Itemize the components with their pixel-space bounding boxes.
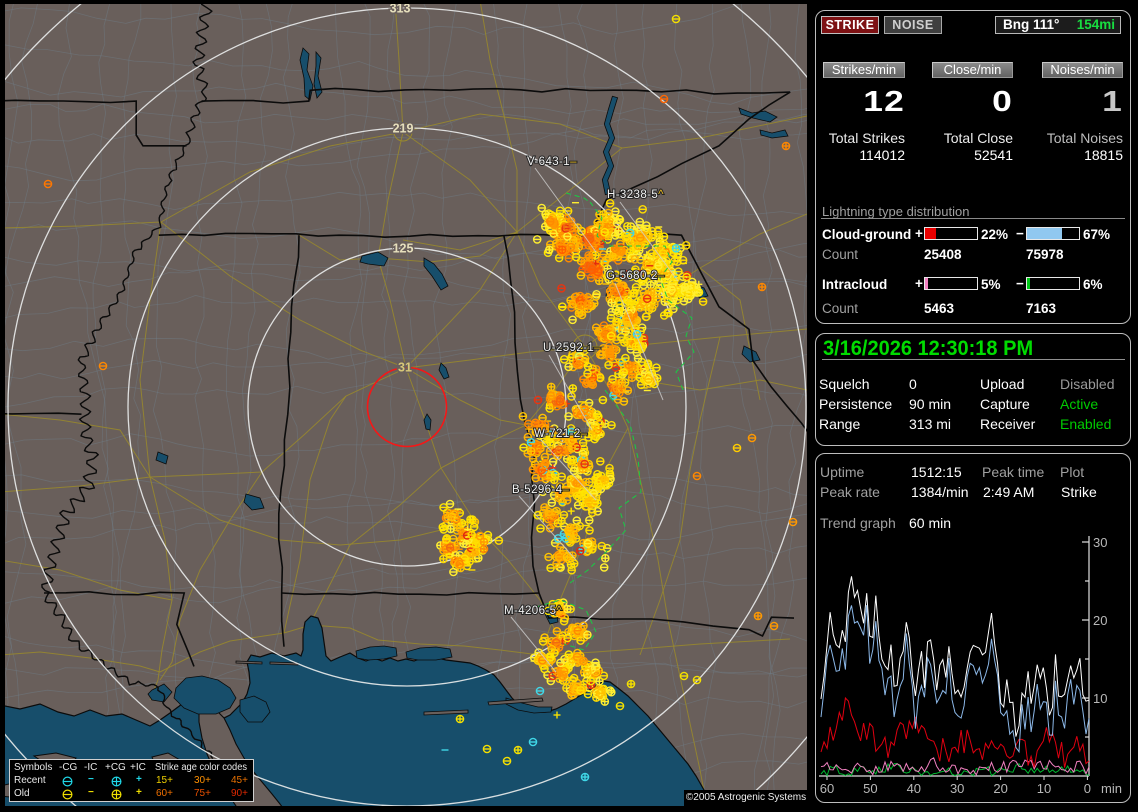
- svg-text:B-5296-4–: B-5296-4–: [512, 484, 570, 496]
- svg-text:125: 125: [393, 242, 414, 256]
- svg-text:V-643-1–: V-643-1–: [527, 156, 577, 168]
- svg-text:20: 20: [993, 781, 1007, 796]
- svg-text:U-2592-1–: U-2592-1–: [543, 342, 601, 354]
- svg-text:min: min: [1101, 781, 1122, 796]
- svg-text:219: 219: [393, 122, 414, 136]
- svg-text:31: 31: [398, 361, 412, 375]
- svg-text:20: 20: [1093, 613, 1107, 628]
- svg-text:W-721-2–: W-721-2–: [534, 428, 588, 440]
- svg-text:G-5680-2–: G-5680-2–: [606, 270, 665, 282]
- svg-text:0: 0: [1084, 781, 1091, 796]
- svg-text:10: 10: [1093, 691, 1107, 706]
- svg-text:60: 60: [820, 781, 834, 796]
- svg-text:50: 50: [863, 781, 877, 796]
- svg-text:30: 30: [950, 781, 964, 796]
- svg-text:10: 10: [1037, 781, 1051, 796]
- svg-text:30: 30: [1093, 535, 1107, 550]
- svg-text:313: 313: [390, 2, 411, 16]
- svg-text:M-4206-5^: M-4206-5^: [504, 605, 562, 617]
- svg-text:H-3238-5^: H-3238-5^: [607, 189, 664, 201]
- svg-text:40: 40: [907, 781, 921, 796]
